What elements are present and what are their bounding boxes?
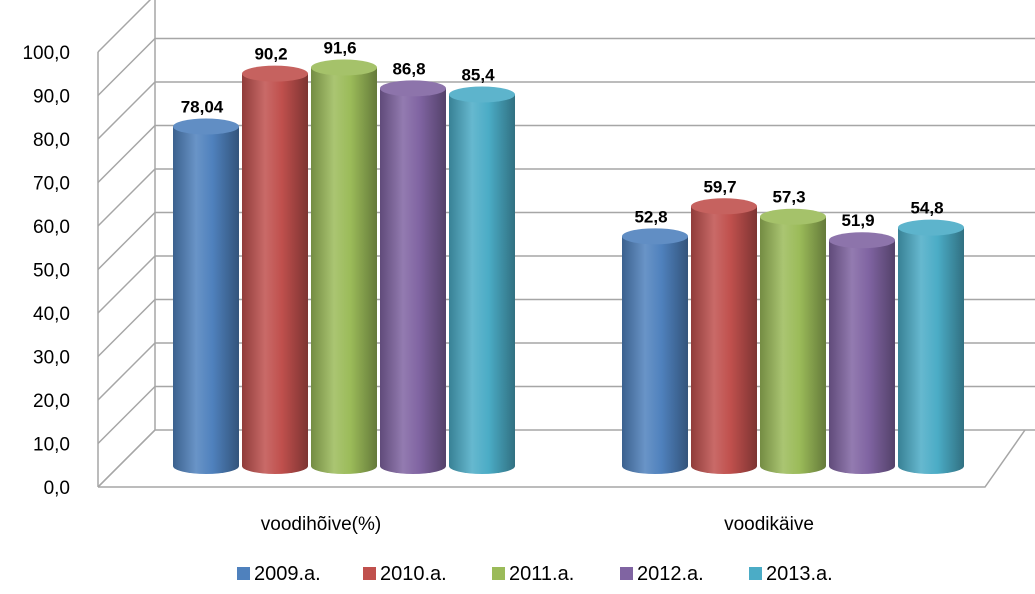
bar	[449, 86, 515, 474]
bar-top	[898, 219, 964, 236]
gridline	[97, 0, 152, 53]
bar-top	[691, 198, 757, 215]
bar-body	[242, 73, 308, 474]
data-label: 85,4	[461, 66, 495, 85]
data-labels: 78,04 90,2 91,6 86,8 85,4 52,8 59,7 57,3 51,9 54,…	[181, 39, 944, 231]
legend-swatch	[363, 567, 376, 580]
bar	[898, 219, 964, 474]
bar	[380, 80, 446, 475]
bar-body	[691, 206, 757, 474]
y-tick-label: 40,0	[33, 304, 70, 325]
y-tick-label: 50,0	[33, 261, 70, 282]
bar-top	[173, 118, 239, 135]
y-axis-ticks: 0,0 10,0 20,0 30,0 40,0 50,0 60,0 70,0 80,0 90,0 1…	[22, 43, 70, 499]
data-label: 54,8	[910, 199, 943, 218]
category-label: voodikäive	[724, 514, 814, 535]
legend: 2009.a. 2010.a. 2011.a. 2012.a. 2013.a.	[237, 563, 833, 585]
y-tick-label: 90,0	[33, 87, 70, 108]
bar-top	[380, 80, 446, 97]
bar-body	[898, 227, 964, 474]
data-label: 52,8	[634, 207, 667, 226]
bar-body	[760, 216, 826, 474]
bar-top	[242, 65, 308, 82]
legend-swatch	[237, 567, 250, 580]
category-labels: voodihõive(%) voodikäive	[261, 514, 814, 535]
bar	[311, 59, 377, 474]
bar-top	[829, 232, 895, 249]
bar	[173, 118, 239, 474]
legend-swatch	[492, 567, 505, 580]
legend-label: 2011.a.	[509, 563, 574, 585]
bar	[622, 228, 688, 474]
category-label: voodihõive(%)	[261, 514, 381, 535]
data-label: 57,3	[772, 188, 805, 207]
bar-body	[311, 67, 377, 474]
bar-body	[380, 88, 446, 475]
bars	[173, 59, 964, 475]
y-tick-label: 30,0	[33, 348, 70, 369]
legend-swatch	[620, 567, 633, 580]
bar-body	[449, 94, 515, 474]
y-tick-label: 0,0	[44, 478, 70, 499]
bar	[760, 208, 826, 474]
bar-body	[829, 240, 895, 474]
legend-swatch	[749, 567, 762, 580]
gridline	[97, 81, 1035, 140]
y-tick-label: 10,0	[33, 435, 70, 456]
bar-body	[173, 126, 239, 474]
bar-top	[622, 228, 688, 245]
legend-item: 2009.a.	[237, 563, 321, 585]
legend-label: 2010.a.	[380, 563, 447, 585]
bar-top	[449, 86, 515, 103]
y-tick-label: 20,0	[33, 391, 70, 412]
data-label: 78,04	[181, 98, 224, 117]
data-label: 91,6	[323, 39, 356, 58]
legend-item: 2010.a.	[363, 563, 447, 585]
y-tick-label: 70,0	[33, 174, 70, 195]
y-tick-label: 80,0	[33, 130, 70, 151]
bar	[691, 198, 757, 474]
bar	[829, 232, 895, 474]
legend-label: 2009.a.	[254, 563, 321, 585]
legend-item: 2011.a.	[492, 563, 574, 585]
data-label: 86,8	[392, 59, 425, 78]
bar-body	[622, 236, 688, 474]
legend-label: 2013.a.	[766, 563, 833, 585]
gridline	[97, 37, 1035, 97]
bar-top	[760, 208, 826, 225]
gridlines	[97, 0, 1035, 488]
bar-top	[311, 59, 377, 76]
legend-label: 2012.a.	[637, 563, 704, 585]
y-tick-label: 60,0	[33, 217, 70, 238]
gridline	[97, 124, 1035, 184]
y-tick-label: 100,0	[22, 43, 70, 64]
bar	[242, 65, 308, 474]
data-label: 90,2	[254, 45, 287, 64]
data-label: 59,7	[703, 177, 736, 196]
legend-item: 2012.a.	[620, 563, 704, 585]
gridline	[97, 168, 1035, 227]
floor-edge	[98, 429, 1026, 488]
data-label: 51,9	[841, 211, 874, 230]
legend-item: 2013.a.	[749, 563, 833, 585]
